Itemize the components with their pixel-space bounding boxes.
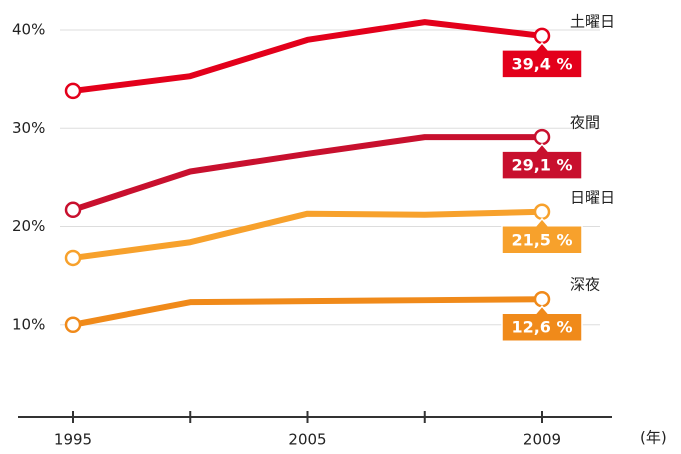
label-box [501,305,583,342]
series-name: 深夜 [570,276,600,294]
x-unit: (年) [640,429,667,447]
point-marker [64,249,82,267]
series-line [72,208,543,261]
series-name: 土曜日 [570,12,615,30]
point-marker [533,203,551,221]
value-label: 21,5 % [511,230,572,249]
value-label: 29,1 % [511,156,572,175]
x-tick-label: 2005 [288,431,326,449]
y-tick-label: 20% [12,217,45,235]
point-marker [533,128,551,146]
series-line [72,296,543,328]
label-box [501,41,583,79]
x-tick-label: 1995 [54,431,92,449]
series-name: 日曜日 [570,188,615,206]
point-marker [533,27,551,45]
y-tick-label: 30% [12,119,45,137]
label-box [501,142,583,180]
y-tick-label: 40% [12,21,45,39]
point-marker [64,201,82,219]
point-marker [64,316,82,333]
x-tick-label: 2009 [523,431,561,449]
point-marker [533,290,551,308]
value-label: 39,4 % [511,54,572,73]
y-tick-label: 10% [12,315,45,333]
series-line [72,134,542,213]
label-box [501,217,583,255]
value-label: 12,6 % [511,318,572,337]
series-name: 夜間 [570,114,600,132]
series-line [72,19,543,94]
point-marker [64,82,82,100]
